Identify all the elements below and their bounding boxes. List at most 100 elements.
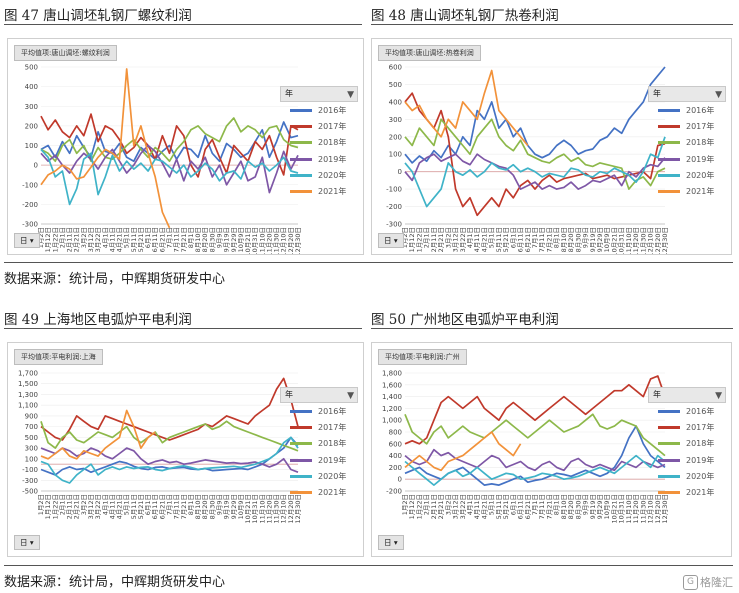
y-tick-label: 700 (25, 423, 38, 431)
x-tick-label: 2月1日 (58, 494, 66, 515)
x-tick-label: 2月21日 (437, 494, 445, 519)
x-tick-label: 6月11日 (517, 227, 525, 252)
x-tick-label: 7月1日 (531, 494, 539, 515)
x-tick-label: 12月30日 (294, 227, 302, 254)
y-tick-label: -100 (22, 181, 38, 189)
date-field-dropdown[interactable]: 日 ▾ (378, 233, 404, 248)
y-tick-label: 0 (398, 476, 402, 484)
x-tick-label: 5月1日 (488, 494, 496, 515)
x-tick-label: 6月1日 (144, 227, 152, 248)
legend: 年 ▼ 2016年 2017年 2018年 2019年 2020年 2021年 (280, 86, 358, 200)
x-tick-label: 12月10日 (280, 494, 288, 524)
pivot-filter-tag[interactable]: 平均值项:唐山调坯:热卷利润 (378, 45, 481, 61)
legend: 年 ▼ 2016年 2017年 2018年 2019年 2020年 2021年 (648, 86, 726, 200)
series-line-2020年 (40, 148, 299, 206)
legend-label: 2020年 (686, 170, 715, 180)
x-tick-label: 10月9日 (603, 494, 611, 519)
data-source: 数据来源：统计局，中辉期货研发中心 (4, 272, 226, 287)
series-line-2017年 (40, 113, 299, 178)
x-tick-label: 3月2日 (444, 494, 452, 515)
x-tick-label: 8月10日 (560, 494, 568, 519)
legend-swatch (658, 124, 680, 128)
x-tick-label: 9月19日 (223, 227, 231, 252)
x-tick-label: 6月1日 (144, 494, 152, 515)
x-tick-label: 10月31日 (251, 494, 259, 524)
y-tick-label: 800 (389, 429, 402, 437)
pivot-filter-tag[interactable]: 平均值项:唐山调坯:螺纹利润 (14, 45, 117, 61)
legend-label: 2021年 (318, 187, 347, 197)
legend-filter-button[interactable]: 年 ▼ (280, 387, 358, 403)
legend-label: 2019年 (318, 455, 347, 465)
x-tick-label: 9月19日 (223, 494, 231, 519)
x-tick-label: 8月20日 (201, 227, 209, 252)
legend-item: 2016年 (280, 403, 358, 419)
series-line-2016年 (40, 121, 299, 163)
x-tick-label: 12月20日 (654, 494, 662, 524)
y-tick-label: 500 (25, 64, 38, 72)
x-tick-label: 4月1日 (466, 227, 474, 248)
legend-label: 2017年 (686, 422, 715, 432)
legend-filter-button[interactable]: 年 ▼ (648, 387, 726, 403)
legend-header: 年 (285, 89, 293, 98)
x-tick-label: 2月11日 (430, 494, 438, 519)
x-tick-label: 12月30日 (661, 494, 669, 524)
x-tick-label: 8月1日 (553, 494, 561, 515)
legend-filter-button[interactable]: 年 ▼ (648, 86, 726, 102)
pivot-filter-tag[interactable]: 平均值项:平电利润:上海 (14, 349, 103, 365)
legend-swatch (658, 190, 680, 194)
x-tick-label: 6月21日 (524, 494, 532, 519)
legend-item: 2021年 (280, 183, 358, 199)
date-field-dropdown[interactable]: 日 ▾ (378, 535, 404, 550)
filter-icon: ▼ (715, 90, 722, 100)
x-tick-label: 8月1日 (187, 227, 195, 248)
x-tick-label: 3月12日 (87, 227, 95, 252)
legend-label: 2019年 (686, 154, 715, 164)
figure-title: 图 47 唐山调坯轧钢厂螺纹利润 (4, 8, 192, 24)
legend-label: 2016年 (686, 406, 715, 416)
y-tick-label: 100 (25, 455, 38, 463)
y-tick-label: 300 (25, 103, 38, 111)
x-tick-label: 7月11日 (173, 227, 181, 252)
legend-label: 2020年 (686, 471, 715, 481)
legend-swatch (290, 442, 312, 446)
y-tick-label: -200 (386, 203, 402, 211)
date-field-dropdown[interactable]: 日 ▾ (14, 233, 40, 248)
x-tick-label: 11月10日 (625, 494, 633, 524)
x-tick-label: 10月31日 (618, 494, 626, 524)
y-tick-label: -300 (386, 221, 402, 229)
x-tick-label: 1月12日 (44, 494, 52, 519)
legend-item: 2016年 (280, 102, 358, 118)
x-tick-label: 7月11日 (173, 494, 181, 519)
x-tick-label: 3月2日 (80, 227, 88, 248)
x-tick-label: 5月1日 (123, 494, 131, 515)
y-tick-label: 0 (398, 168, 402, 176)
legend-label: 2018年 (686, 439, 715, 449)
x-tick-label: 9月9日 (215, 494, 223, 515)
x-tick-label: 2月21日 (437, 227, 445, 252)
legend-item: 2020年 (280, 167, 358, 183)
legend-filter-button[interactable]: 年 ▼ (280, 86, 358, 102)
x-tick-label: 4月1日 (101, 227, 109, 248)
pivot-filter-tag[interactable]: 平均值项:平电利润:广州 (378, 349, 467, 365)
legend-swatch (658, 491, 680, 495)
date-field-dropdown[interactable]: 日 ▾ (14, 535, 40, 550)
x-tick-label: 1月12日 (408, 494, 416, 519)
x-tick-label: 3月12日 (87, 494, 95, 519)
title-rule (4, 328, 362, 329)
legend-item: 2021年 (648, 183, 726, 199)
x-tick-label: 10月21日 (610, 494, 618, 524)
series-line-2017年 (404, 92, 666, 217)
x-tick-label: 9月9日 (582, 494, 590, 515)
x-tick-label: 9月29日 (230, 227, 238, 252)
x-tick-label: 5月11日 (495, 227, 503, 252)
legend-label: 2016年 (686, 105, 715, 115)
series-line-2019年 (404, 153, 666, 190)
y-tick-label: 1,700 (18, 370, 38, 378)
x-tick-label: 6月21日 (524, 227, 532, 252)
legend-swatch (290, 173, 312, 177)
legend: 年 ▼ 2016年 2017年 2018年 2019年 2020年 2021年 (280, 387, 358, 501)
x-tick-label: 3月12日 (452, 227, 460, 252)
data-source: 数据来源：统计局，中辉期货研发中心 (4, 575, 226, 590)
